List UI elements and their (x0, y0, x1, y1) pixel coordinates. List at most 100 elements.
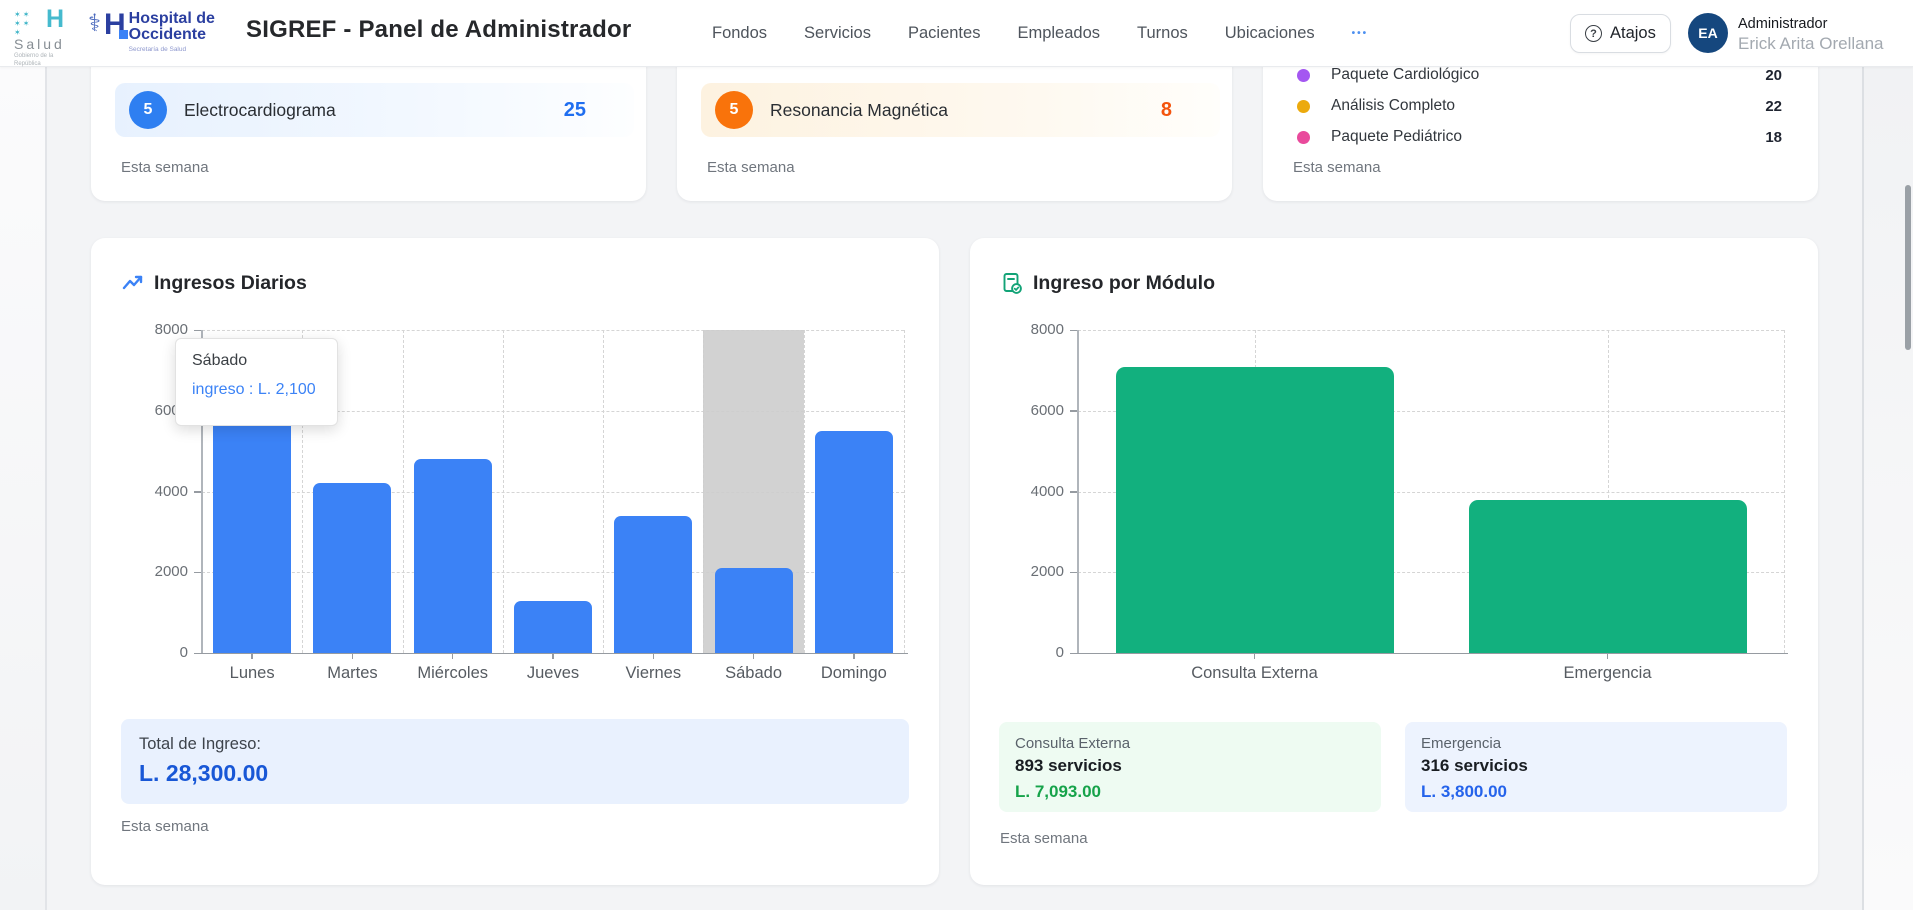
gridline (502, 330, 504, 653)
y-axis-tick-label: 2000 (1030, 563, 1064, 581)
gridline (603, 330, 605, 653)
user-avatar[interactable]: EA (1688, 13, 1728, 53)
gridline (1078, 330, 1784, 331)
x-axis-line (195, 652, 908, 654)
y-axis-tick (194, 571, 201, 574)
ingresos-diarios-plot: 0 2000 4000 6000 8000 Lunes Martes Miércoles Jue… (155, 321, 908, 682)
y-axis-line (1077, 330, 1079, 653)
salud-wordmark: Salud (14, 36, 65, 52)
rank-badge: 5 (129, 91, 167, 129)
y-axis-line (201, 330, 203, 653)
card-footer: Esta semana (121, 818, 209, 835)
card-footer: Esta semana (121, 159, 209, 176)
salud-h-glyph: H (46, 5, 65, 33)
x-axis-tick (351, 653, 354, 659)
stat-row-highlighted[interactable]: 5 Electrocardiograma 25 (115, 83, 634, 137)
ingreso-por-modulo-card: Ingreso por Módulo 0 2000 4000 6000 8000 Cons… (970, 238, 1818, 885)
tooltip-title: Sábado (192, 352, 248, 369)
bar-martes[interactable] (313, 483, 392, 653)
card-footer: Esta semana (1000, 830, 1088, 847)
bar-sábado[interactable] (714, 568, 793, 653)
y-axis-tick-label: 4000 (154, 482, 188, 500)
stat-services: 316 servicios (1421, 756, 1528, 775)
document-check-icon (1003, 273, 1022, 294)
y-axis-tick-label: 6000 (1030, 401, 1064, 419)
bar-jueves[interactable] (514, 600, 592, 653)
vertical-scrollbar-thumb[interactable] (1905, 185, 1911, 350)
hospital-h-glyph: H (103, 8, 128, 41)
nav-item-ubicaciones[interactable]: Ubicaciones (1224, 24, 1315, 42)
service-count: 25 (563, 98, 586, 121)
bar-miércoles[interactable] (413, 459, 492, 653)
service-label: Electrocardiograma (184, 99, 336, 120)
stat-card-electrocardiograma: 5 Electrocardiograma 25 Esta semana (91, 67, 646, 201)
y-axis-tick (1070, 491, 1077, 493)
package-row[interactable]: Análisis Completo 22 (1297, 94, 1782, 118)
package-row[interactable]: Paquete Cardiológico 20 (1297, 67, 1782, 87)
top-navbar: ✶✶ ✶✶ ✶ H Salud Gobierno de la República ⚕… (0, 0, 1913, 67)
bar-emergencia[interactable] (1468, 499, 1747, 653)
gridline (202, 330, 904, 331)
x-axis-tick-label: Sábado (725, 664, 782, 682)
legend-dot-icon (1297, 99, 1310, 113)
stat-services: 893 servicios (1015, 756, 1122, 775)
y-axis-tick (1070, 410, 1077, 412)
tooltip-value: ingreso : L. 2,100 (192, 381, 316, 398)
stat-amount: L. 7,093.00 (1015, 782, 1102, 801)
gridline (1078, 491, 1784, 493)
y-axis-tick (194, 491, 201, 493)
shortcuts-button-label: Atajos (1610, 24, 1656, 42)
page-title: SIGREF - Panel de Administrador (246, 16, 632, 43)
nav-item-fondos[interactable]: Fondos (712, 24, 768, 42)
right-gutter (1864, 67, 1913, 910)
chart-title: Ingresos Diarios (154, 271, 307, 294)
gridline (1078, 572, 1784, 574)
right-divider (1862, 67, 1864, 910)
x-axis-tick-label: Consulta Externa (1191, 664, 1318, 682)
x-axis-tick-label: Martes (327, 664, 378, 682)
y-axis-tick-label: 0 (1055, 644, 1064, 661)
x-axis-tick (1253, 653, 1256, 659)
x-axis-tick-label: Domingo (820, 664, 887, 682)
salud-subtitle: Gobierno de la República (14, 53, 54, 67)
gridline (1784, 330, 1785, 653)
bar-domingo[interactable] (814, 430, 893, 653)
bar-consulta-externa[interactable] (1115, 366, 1394, 653)
gridline (202, 572, 904, 574)
nav-item-pacientes[interactable]: Pacientes (907, 24, 981, 42)
nav-item-turnos[interactable]: Turnos (1137, 24, 1188, 42)
y-axis-tick (194, 329, 201, 331)
gridline (803, 330, 805, 653)
y-axis-tick-label: 8000 (154, 321, 188, 338)
stat-label: Consulta Externa (1015, 735, 1131, 752)
nav-item-servicios[interactable]: Servicios (804, 24, 871, 42)
stat-amount: L. 3,800.00 (1421, 782, 1508, 801)
left-gutter (0, 67, 45, 910)
stat-row-highlighted[interactable]: 5 Resonancia Magnética 8 (701, 83, 1220, 137)
package-count: 20 (1765, 67, 1782, 84)
chart-title: Ingreso por Módulo (1033, 271, 1215, 294)
package-row[interactable]: Paquete Pediátrico 18 (1297, 125, 1782, 149)
shortcuts-button[interactable]: ? Atajos (1570, 14, 1671, 53)
bar-viernes[interactable] (614, 515, 693, 653)
nav-more-menu[interactable]: ••• (1351, 28, 1369, 39)
card-footer: Esta semana (1293, 159, 1381, 176)
package-count: 18 (1765, 128, 1782, 146)
trending-up-icon (122, 275, 143, 290)
salud-stars-icon: ✶✶ ✶✶ ✶ (14, 10, 32, 37)
service-count: 8 (1160, 98, 1172, 121)
gridline (1607, 330, 1609, 653)
left-divider (45, 67, 47, 910)
x-axis-tick (752, 653, 755, 659)
question-circle-icon: ? (1585, 25, 1602, 42)
x-axis-tick (652, 653, 655, 659)
x-axis-tick-label: Viernes (625, 664, 682, 682)
user-name: Erick Arita Orellana (1738, 34, 1884, 53)
x-axis-line (1071, 652, 1788, 654)
gridline (302, 330, 304, 653)
nav-item-empleados[interactable]: Empleados (1017, 24, 1101, 42)
x-axis-tick-label: Miércoles (417, 664, 488, 682)
chart-tooltip: Sábado ingreso : L. 2,100 (175, 338, 338, 426)
package-label: Análisis Completo (1331, 97, 1456, 114)
